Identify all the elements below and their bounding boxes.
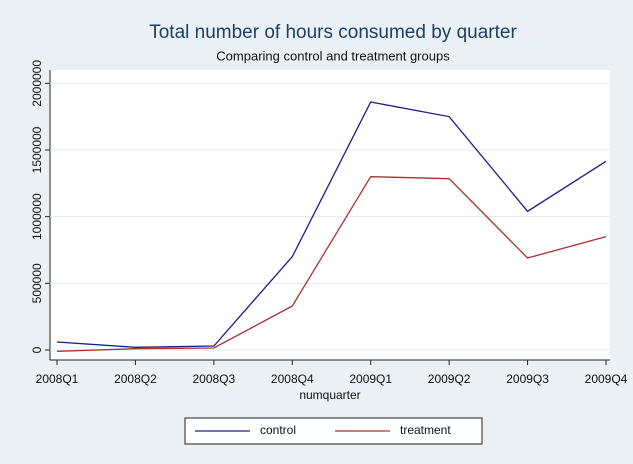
- y-tick-label: 2000000: [30, 60, 44, 107]
- x-tick-label: 2008Q1: [36, 372, 79, 386]
- line-series: [56, 176, 607, 352]
- legend-label: control: [260, 423, 296, 437]
- legend-label: treatment: [400, 423, 451, 437]
- y-tick-label: 1500000: [30, 126, 44, 173]
- y-tick-label: 0: [30, 346, 44, 353]
- chart-subtitle: Comparing control and treatment groups: [216, 48, 450, 63]
- y-tick-label: 1000000: [30, 193, 44, 240]
- chart-title: Total number of hours consumed by quarte…: [149, 22, 517, 43]
- x-tick-label: 2008Q2: [114, 372, 157, 386]
- x-tick-label: 2009Q1: [349, 372, 392, 386]
- y-tick-label: 500000: [30, 263, 44, 303]
- line-series: [56, 101, 607, 348]
- x-tick-label: 2009Q3: [506, 372, 549, 386]
- x-tick-label: 2008Q3: [193, 372, 236, 386]
- x-axis-title: numquarter: [299, 388, 360, 402]
- x-tick-label: 2008Q4: [271, 372, 314, 386]
- x-tick-label: 2009Q2: [428, 372, 471, 386]
- x-tick-label: 2009Q4: [585, 372, 628, 386]
- plot-area: [50, 70, 610, 360]
